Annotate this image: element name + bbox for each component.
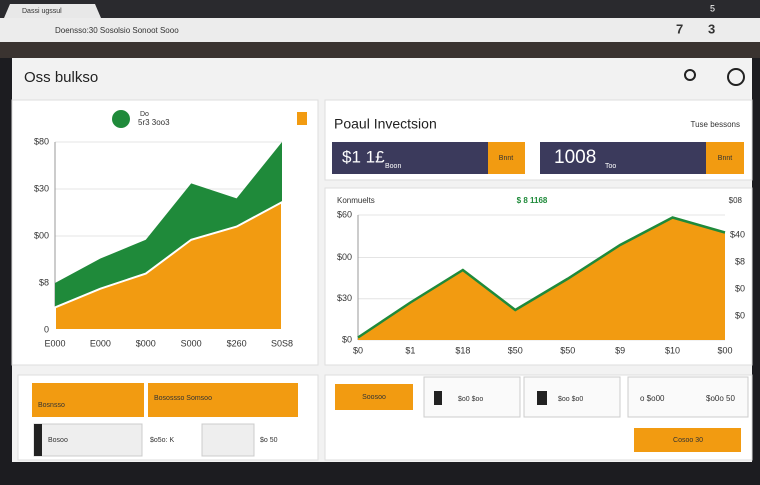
stat-value: $1 1£: [342, 147, 385, 166]
table-header: [32, 383, 144, 417]
y-tick-label: $80: [34, 136, 49, 146]
legend-dot: [112, 110, 130, 128]
action-button[interactable]: [335, 384, 413, 410]
area-segment: [55, 142, 282, 308]
x-tick-label: S0S8: [271, 338, 293, 348]
right-axis-label: $8: [735, 256, 745, 266]
mini-card-text: $o0 $oo: [458, 396, 483, 403]
control[interactable]: 3: [708, 21, 715, 36]
stat-value: 1008: [554, 147, 596, 168]
y-tick-label: $00: [337, 252, 352, 262]
address[interactable]: Doensso:30 Sosolsio Sonoot Sooo: [55, 26, 179, 35]
x-tick-label: E000: [44, 338, 65, 348]
address-bar: [0, 18, 760, 42]
tab-text: Dassi ugssul: [22, 8, 62, 15]
area-segment: [54, 200, 283, 331]
legend-text: 5r3 3oo3: [138, 118, 170, 127]
y-tick-label: 0: [44, 324, 49, 334]
right-axis-label: $40: [730, 229, 745, 239]
mini-card-text: o $o00: [640, 394, 665, 403]
action-button[interactable]: [634, 428, 741, 452]
table-cell: [33, 423, 143, 457]
stat-button-text: Bnnt: [499, 155, 513, 162]
table-header: [148, 383, 298, 417]
x-tick-label: $260: [227, 338, 247, 348]
search-icon[interactable]: [684, 69, 696, 81]
control[interactable]: 7: [676, 21, 683, 36]
card-icon: [537, 391, 547, 405]
bezel: [0, 462, 760, 480]
table-cell: [201, 423, 255, 457]
title-bar: [0, 0, 760, 18]
mini-card-text: $o0o 50: [706, 394, 735, 403]
chart-center-label: $ 8 1168: [517, 196, 548, 205]
x-tick-label: S000: [181, 338, 202, 348]
action-text: Cosoo 30: [673, 437, 703, 444]
summary-title: Poaul Invectsion: [334, 116, 437, 132]
action-text: Soosoo: [362, 394, 386, 401]
chart-corner-label: $08: [729, 196, 743, 205]
y-tick-label: $0: [342, 334, 352, 344]
x-tick-label: $18: [455, 345, 470, 355]
x-tick-label: $10: [665, 345, 680, 355]
x-tick-label: $50: [508, 345, 523, 355]
x-tick-label: E000: [90, 338, 111, 348]
app-title: Oss bulkso: [24, 69, 98, 86]
right-axis-label: $0: [735, 310, 745, 320]
table-cell-text: $o5o: K: [150, 437, 174, 444]
badge: [297, 112, 307, 125]
summary-link[interactable]: Tuse bessons: [690, 120, 740, 129]
mini-card-text: $oo $o0: [558, 396, 583, 403]
y-tick-label: $8: [39, 277, 49, 287]
table-header-text: Bosossso Somsoo: [154, 395, 212, 402]
backdrop: [0, 42, 760, 58]
table-cell-text: Bosoo: [48, 437, 68, 444]
x-tick-label: $00: [717, 345, 732, 355]
table-cell-text: $o 50: [260, 437, 278, 444]
x-tick-label: $0: [353, 345, 363, 355]
line: [357, 216, 726, 339]
clock-icon[interactable]: [727, 68, 745, 86]
tab[interactable]: [4, 4, 101, 18]
y-tick-label: $30: [337, 293, 352, 303]
x-tick-label: $50: [560, 345, 575, 355]
x-tick-label: $9: [615, 345, 625, 355]
y-tick-label: $60: [337, 209, 352, 219]
y-tick-label: $30: [34, 183, 49, 193]
x-tick-label: $000: [136, 338, 156, 348]
y-tick-label: $00: [34, 230, 49, 240]
mini-card[interactable]: [627, 376, 749, 418]
x-tick-label: $1: [405, 345, 415, 355]
stat-sub: Boon: [385, 163, 401, 170]
area: [358, 217, 725, 340]
card-icon: [434, 391, 442, 405]
stat-button-text: Bnnt: [718, 155, 732, 162]
stat-button[interactable]: [706, 142, 744, 174]
legend-text: Do: [140, 111, 149, 118]
stat-button[interactable]: [488, 142, 525, 174]
cell-marker: [34, 424, 42, 456]
control[interactable]: 5: [710, 3, 715, 13]
chart-title: Konmuelts: [337, 196, 375, 205]
table-header-text: Bosnsso: [38, 402, 65, 409]
right-axis-label: $0: [735, 283, 745, 293]
stat-sub: Too: [605, 163, 616, 170]
